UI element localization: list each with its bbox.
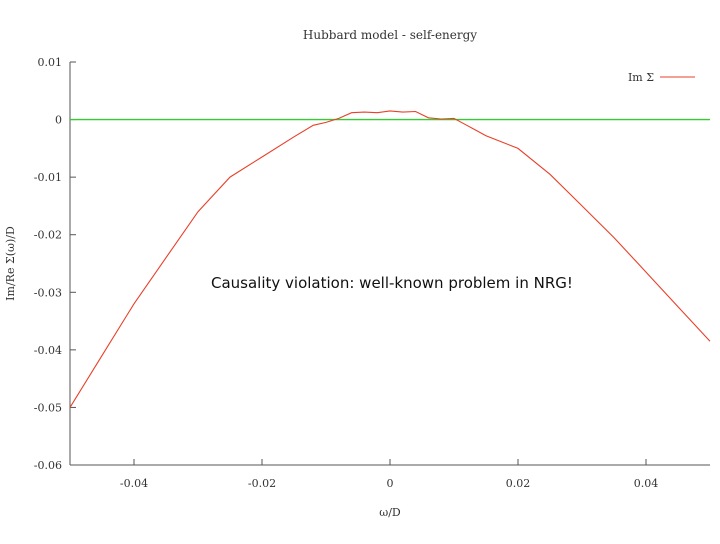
series-line-im-sigma bbox=[69, 110, 711, 408]
y-tick-label: 0 bbox=[55, 114, 62, 127]
y-tick-label: -0.01 bbox=[34, 171, 62, 184]
y-axis-label: Im/Re Σ(ω)/D bbox=[4, 226, 17, 301]
x-tick-label: 0.02 bbox=[506, 477, 531, 490]
x-tick-label: -0.02 bbox=[248, 477, 276, 490]
y-tick-label: -0.04 bbox=[34, 344, 62, 357]
x-tick-label: -0.04 bbox=[120, 477, 148, 490]
x-tick-label: 0 bbox=[387, 477, 394, 490]
y-tick-label: -0.02 bbox=[34, 229, 62, 242]
y-tick-label: 0.01 bbox=[38, 56, 63, 69]
x-axis-label: ω/D bbox=[379, 506, 401, 519]
causality-annotation: Causality violation: well-known problem … bbox=[211, 274, 573, 292]
y-tick-label: -0.06 bbox=[34, 459, 62, 472]
legend: Im Σ bbox=[628, 71, 695, 84]
x-tick-label: 0.04 bbox=[634, 477, 659, 490]
legend-label: Im Σ bbox=[628, 71, 654, 84]
y-tick-label: -0.03 bbox=[34, 286, 62, 299]
chart-title: Hubbard model - self-energy bbox=[303, 28, 477, 42]
y-tick-label: -0.05 bbox=[34, 401, 62, 414]
